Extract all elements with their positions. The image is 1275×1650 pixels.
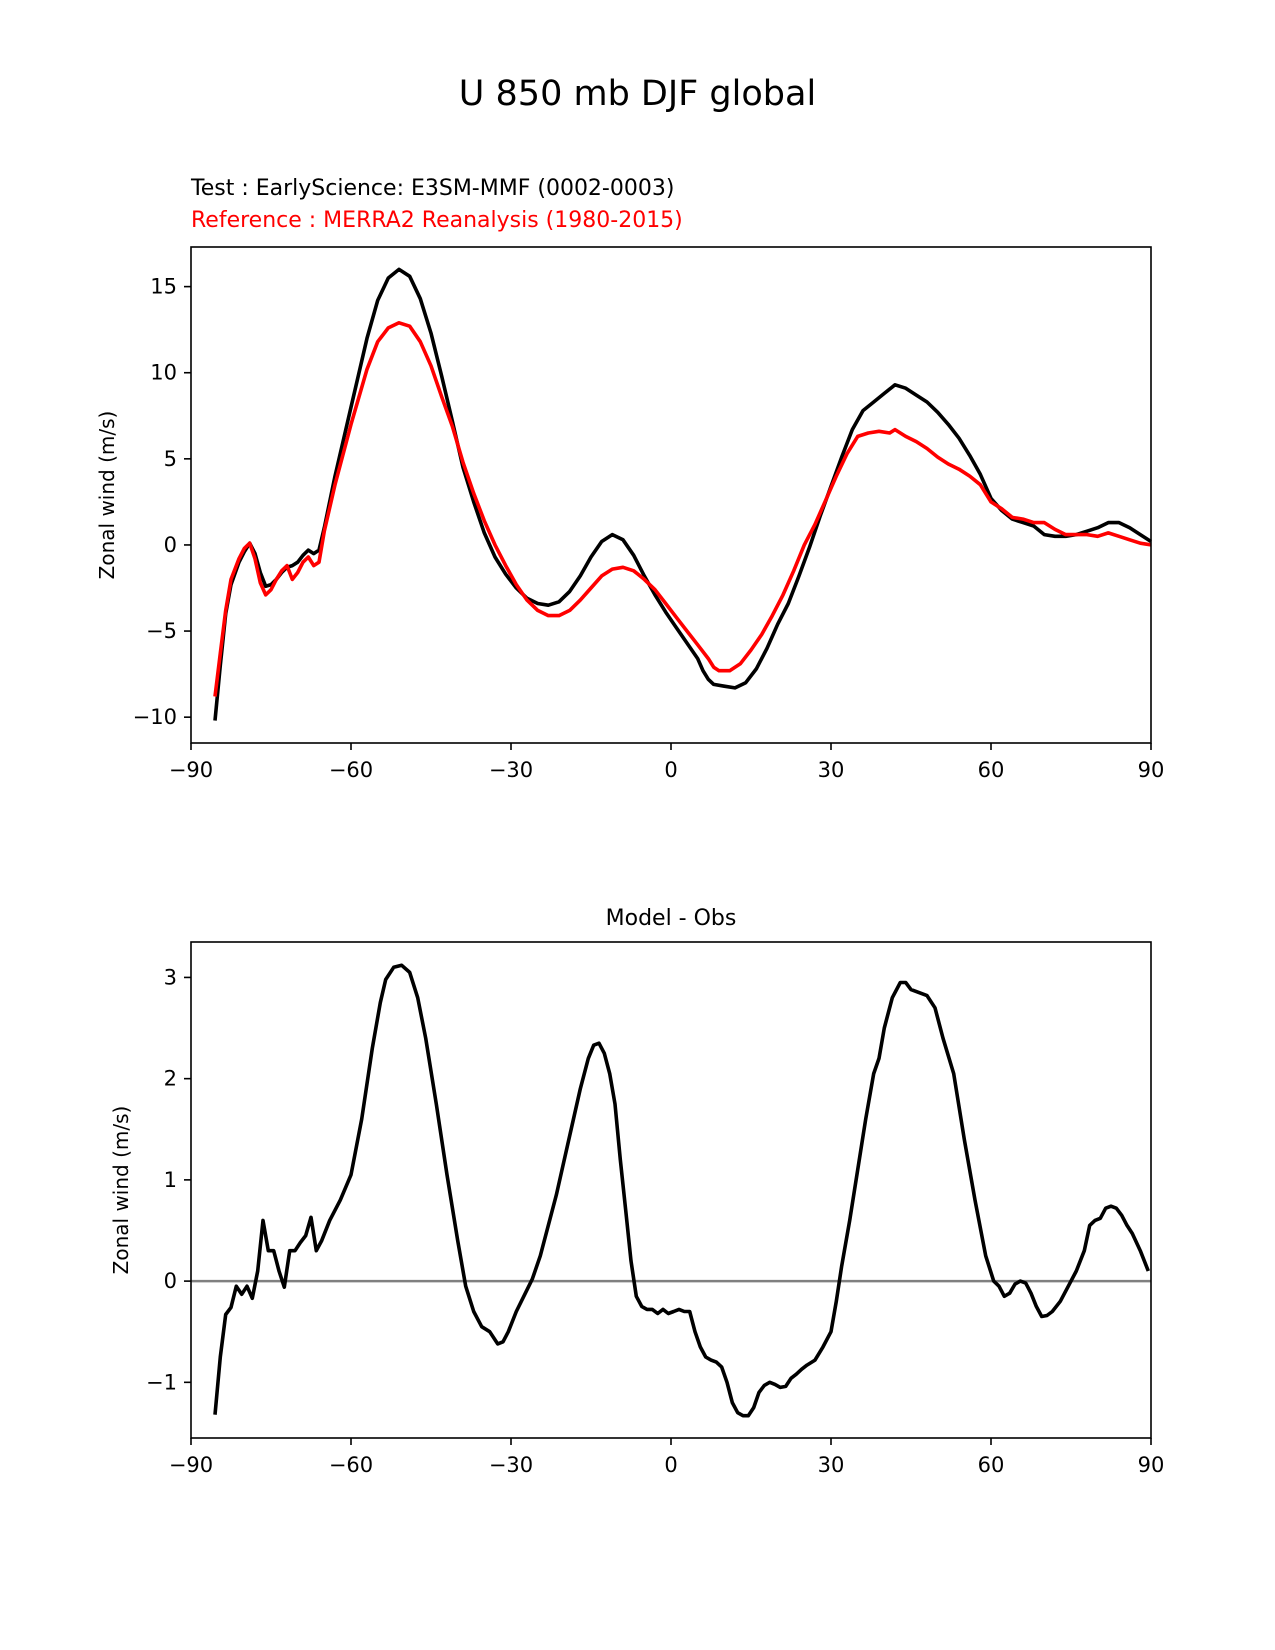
y-axis-label: Zonal wind (m/s) xyxy=(95,411,119,580)
y-tick-label: 1 xyxy=(164,1168,177,1192)
test-series-line xyxy=(213,267,1152,721)
y-tick-label: −10 xyxy=(133,705,177,729)
x-tick-label: 90 xyxy=(1138,758,1165,782)
x-tick-label: −60 xyxy=(329,758,373,782)
y-tick-label: 0 xyxy=(164,533,177,557)
x-tick-label: 90 xyxy=(1138,1453,1165,1477)
figure-title: U 850 mb DJF global xyxy=(458,74,817,114)
y-tick-label: 0 xyxy=(164,1269,177,1293)
x-tick-label: −90 xyxy=(169,1453,213,1477)
top-panel: −90 −60 −30 0 30 60 90 −10 −5 0 5 10 15 Zonal wind (m… xyxy=(95,246,1165,782)
x-tick-label: 0 xyxy=(664,1453,677,1477)
bottom-panel: −90 −60 −30 0 30 60 90 −1 0 1 2 3 Zonal wind (m/s) xyxy=(109,941,1165,1477)
x-tick-label: −30 xyxy=(489,1453,533,1477)
x-tick-label: 0 xyxy=(664,758,677,782)
reference-series-line xyxy=(213,321,1152,697)
y-tick-label: 15 xyxy=(150,275,177,299)
y-tick-label: −1 xyxy=(146,1370,177,1394)
x-tick-label: −30 xyxy=(489,758,533,782)
legend-test-label: Test : EarlyScience: E3SM-MMF (0002-0003… xyxy=(191,176,675,201)
axes-frame xyxy=(190,246,1152,744)
y-tick-label: −5 xyxy=(146,619,177,643)
x-tick-label: 60 xyxy=(978,758,1005,782)
x-tick-label: 60 xyxy=(978,1453,1005,1477)
y-tick-label: 3 xyxy=(164,965,177,989)
x-tick-label: −90 xyxy=(169,758,213,782)
legend-reference-label: Reference : MERRA2 Reanalysis (1980-2015… xyxy=(191,208,683,233)
difference-series-line xyxy=(213,963,1150,1418)
x-tick-label: 30 xyxy=(818,758,845,782)
axes-frame xyxy=(190,941,1152,1439)
y-tick-label: 10 xyxy=(150,361,177,385)
x-tick-label: 30 xyxy=(818,1453,845,1477)
y-tick-label: 2 xyxy=(164,1067,177,1091)
y-tick-label: 5 xyxy=(164,447,177,471)
panel2-title: Model - Obs xyxy=(605,906,737,931)
y-axis-label: Zonal wind (m/s) xyxy=(109,1106,133,1275)
x-tick-label: −60 xyxy=(329,1453,373,1477)
